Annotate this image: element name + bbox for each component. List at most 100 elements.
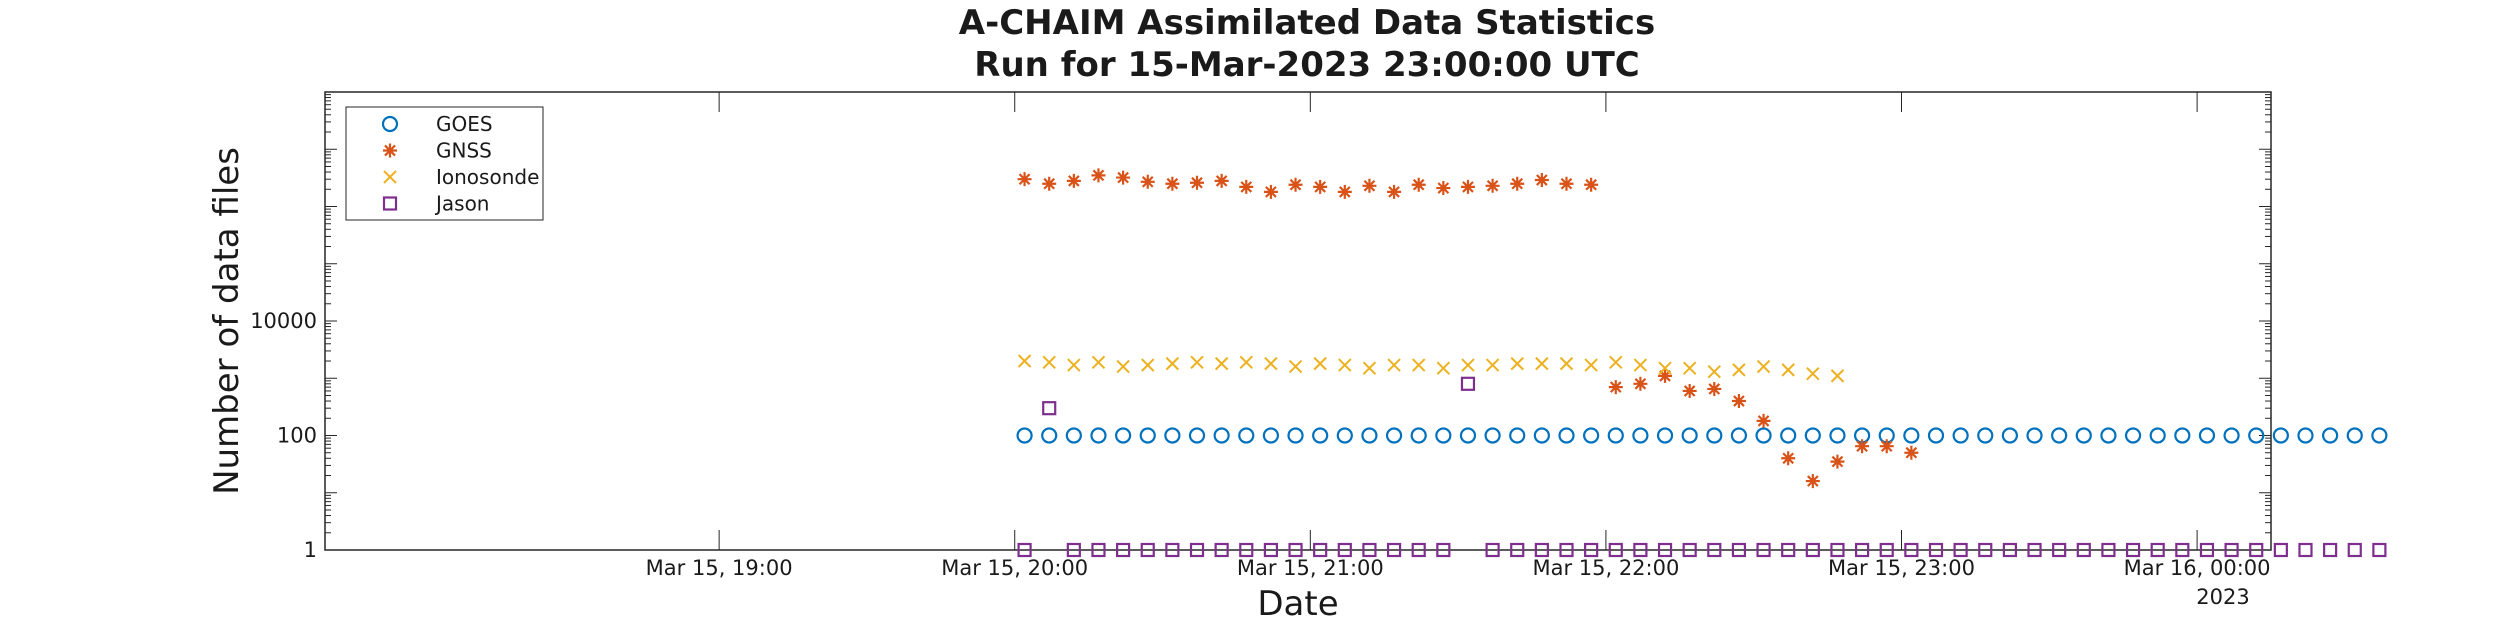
gnss-point bbox=[1337, 184, 1352, 199]
goes-point bbox=[1952, 427, 1969, 444]
gnss-point bbox=[1510, 176, 1525, 191]
gnss-point bbox=[1017, 172, 1032, 187]
ionosonde-point bbox=[1510, 356, 1524, 371]
goes-point bbox=[1139, 427, 1156, 444]
jason-point bbox=[1904, 542, 1919, 558]
x-axis-year-label: 2023 bbox=[2196, 585, 2249, 609]
ionosonde-point bbox=[1288, 359, 1303, 374]
x-tick-label: Mar 15, 23:00 bbox=[1828, 556, 1975, 580]
goes-point bbox=[1706, 427, 1723, 444]
gnss-point bbox=[1066, 173, 1081, 188]
goes-point bbox=[2223, 427, 2240, 444]
gnss-point bbox=[1411, 177, 1426, 192]
jason-point bbox=[1657, 542, 1673, 558]
goes-point bbox=[1977, 427, 1994, 444]
series-goes bbox=[1016, 427, 2388, 444]
legend-marker-ionosonde bbox=[383, 170, 397, 184]
gnss-point bbox=[1288, 177, 1303, 192]
jason-point bbox=[1288, 542, 1303, 558]
x-tick-label: Mar 15, 19:00 bbox=[646, 556, 793, 580]
goes-point bbox=[2026, 427, 2043, 444]
plot-area bbox=[324, 91, 2272, 551]
jason-point bbox=[2249, 542, 2264, 558]
gnss-point bbox=[1608, 380, 1623, 395]
goes-point bbox=[1385, 427, 1403, 444]
data-marks bbox=[1016, 168, 2388, 558]
series-ionosonde bbox=[1017, 354, 1845, 383]
goes-point bbox=[1804, 427, 1821, 444]
gnss-point bbox=[1214, 173, 1229, 188]
goes-point bbox=[1164, 427, 1181, 444]
jason-point bbox=[1682, 542, 1697, 558]
jason-point bbox=[1140, 542, 1155, 558]
ionosonde-point bbox=[1338, 358, 1352, 372]
ionosonde-point bbox=[1165, 356, 1180, 371]
ionosonde-point bbox=[1584, 358, 1598, 372]
jason-point bbox=[2027, 542, 2042, 558]
goes-point bbox=[2346, 427, 2363, 444]
jason-point bbox=[2002, 542, 2017, 558]
jason-point bbox=[1313, 542, 1328, 558]
gnss-point bbox=[1559, 176, 1574, 191]
gnss-point bbox=[1756, 413, 1771, 428]
gnss-point bbox=[1116, 170, 1131, 185]
goes-point bbox=[2149, 427, 2166, 444]
jason-point bbox=[1436, 542, 1451, 558]
goes-point bbox=[1681, 427, 1698, 444]
ionosonde-point bbox=[1141, 358, 1155, 372]
gnss-point bbox=[1682, 383, 1697, 398]
gnss-point bbox=[1485, 178, 1500, 193]
goes-point bbox=[1558, 427, 1575, 444]
goes-point bbox=[2272, 427, 2289, 444]
jason-point bbox=[1362, 542, 1377, 558]
goes-point bbox=[1780, 427, 1797, 444]
ionosonde-point bbox=[1633, 358, 1648, 372]
jason-point bbox=[1953, 542, 1968, 558]
x-axis-label: Date bbox=[1257, 584, 1338, 624]
series-gnss bbox=[1017, 168, 1919, 489]
jason-point bbox=[2347, 542, 2362, 558]
goes-point bbox=[1361, 427, 1378, 444]
goes-point bbox=[1410, 427, 1427, 444]
jason-point bbox=[2052, 542, 2067, 558]
jason-point bbox=[1781, 542, 1796, 558]
jason-point bbox=[1756, 542, 1771, 558]
ionosonde-point bbox=[1239, 355, 1253, 369]
gnss-point bbox=[1165, 176, 1180, 191]
jason-point bbox=[1066, 542, 1081, 558]
ionosonde-point bbox=[1559, 356, 1574, 371]
jason-point bbox=[2175, 542, 2190, 558]
jason-point bbox=[1263, 542, 1279, 558]
gnss-point bbox=[1362, 178, 1377, 193]
jason-point bbox=[1633, 542, 1648, 558]
goes-point bbox=[1287, 427, 1304, 444]
x-axis: Mar 15, 19:00 Mar 15, 20:00 Mar 15, 21:00 M… bbox=[646, 92, 2271, 580]
gnss-point bbox=[1140, 174, 1155, 189]
jason-point bbox=[1214, 542, 1229, 558]
ionosonde-point bbox=[1756, 359, 1771, 374]
ionosonde-point bbox=[1067, 358, 1081, 372]
gnss-point bbox=[1190, 175, 1205, 190]
ionosonde-point bbox=[1436, 361, 1451, 375]
gnss-point bbox=[1313, 179, 1328, 194]
legend-marker-jason bbox=[382, 196, 398, 211]
jason-point bbox=[1116, 542, 1131, 558]
x-tick-label: Mar 15, 22:00 bbox=[1532, 556, 1679, 580]
goes-point bbox=[1213, 427, 1230, 444]
jason-point bbox=[1189, 542, 1205, 558]
goes-point bbox=[1312, 427, 1329, 444]
gnss-point bbox=[1436, 181, 1451, 196]
plot-frame bbox=[324, 91, 2272, 551]
ionosonde-point bbox=[1362, 361, 1377, 375]
jason-point bbox=[2323, 542, 2338, 558]
gnss-point bbox=[1042, 176, 1057, 191]
gnss-point bbox=[1830, 454, 1845, 469]
ionosonde-point bbox=[1535, 356, 1549, 371]
y-tick-label: 1 bbox=[304, 538, 317, 562]
ionosonde-point bbox=[1387, 358, 1401, 372]
jason-point bbox=[2076, 542, 2091, 558]
jason-point bbox=[1879, 542, 1894, 558]
x-tick-label: Mar 15, 21:00 bbox=[1237, 556, 1384, 580]
legend-label-goes: GOES bbox=[436, 112, 493, 136]
ionosonde-point bbox=[1461, 358, 1475, 372]
